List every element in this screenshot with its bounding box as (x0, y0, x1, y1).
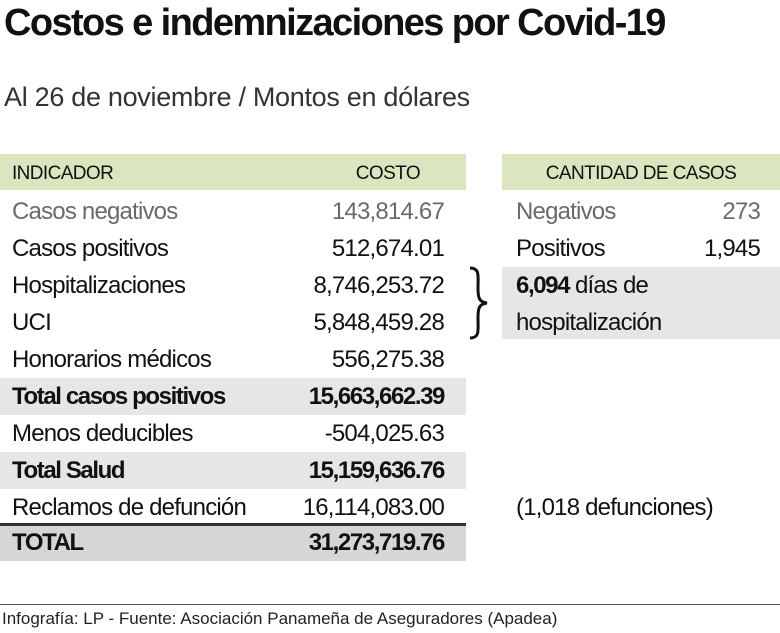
column-header: COSTO (355, 163, 421, 184)
row-cost: 16,114,083.00 (302, 494, 445, 521)
row-cost: 8,746,253.72 (313, 272, 444, 299)
row-cost: -504,025.63 (324, 420, 445, 447)
case-label: Positivos (516, 235, 606, 262)
row-label: Casos positivos (12, 235, 169, 262)
row-label: Casos negativos (12, 198, 178, 225)
row-label: Reclamos de defunción (12, 494, 247, 521)
row-cost: 15,159,636.76 (308, 457, 446, 484)
subtitle: Al 26 de noviembre / Montos en dólares (4, 82, 470, 112)
row-label: Total Salud (12, 457, 126, 484)
row-label: TOTAL (12, 529, 84, 556)
deaths-note: (1,018 defunciones) (516, 494, 714, 521)
row-cost: 512,674.01 (331, 235, 445, 262)
hospitalization-text-1: días de (574, 272, 649, 299)
row-label: Hospitalizaciones (12, 272, 186, 299)
row-cost: 556,275.38 (331, 346, 445, 373)
row-label: UCI (12, 309, 52, 336)
row-label: Total casos positivos (12, 383, 226, 410)
row-cost: 15,663,662.39 (308, 383, 446, 410)
case-count: 273 (722, 198, 760, 225)
case-label: Negativos (516, 198, 616, 225)
header-band (0, 154, 466, 190)
brace (469, 266, 488, 340)
row-band (0, 526, 466, 561)
hospitalization-text-2: hospitalización (516, 309, 662, 336)
total-rule (0, 523, 466, 526)
column-header: INDICADOR (12, 163, 114, 184)
case-count: 1,945 (703, 235, 761, 262)
row-cost: 143,814.67 (331, 198, 445, 225)
row-label: Honorarios médicos (12, 346, 212, 373)
header-band (502, 154, 780, 190)
footer: Infografía: LP - Fuente: Asociación Pana… (2, 609, 558, 628)
row-band (0, 452, 466, 489)
row-cost: 31,273,719.76 (308, 529, 446, 556)
row-label: Menos deducibles (12, 420, 193, 447)
footer-rule (0, 604, 780, 605)
hospitalization-days: 6,094 (516, 272, 570, 299)
row-band (0, 378, 466, 415)
row-cost: 5,848,459.28 (313, 309, 444, 336)
title: Costos e indemnizaciones por Covid-19 (4, 2, 666, 44)
hospitalization-box (502, 267, 780, 339)
column-header: CANTIDAD DE CASOS (545, 163, 737, 184)
hospitalization-note: 6,094 días de (516, 267, 649, 304)
